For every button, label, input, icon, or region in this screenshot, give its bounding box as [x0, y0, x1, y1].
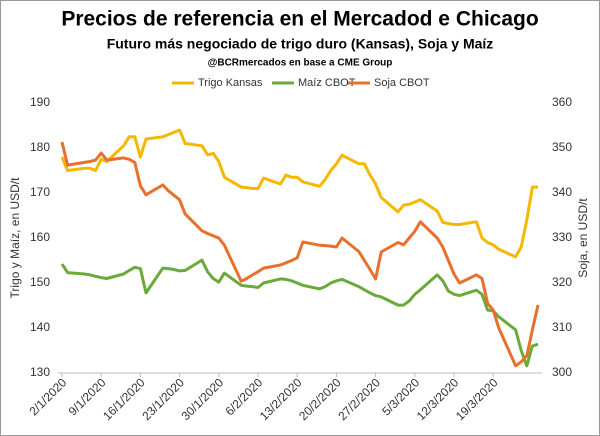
y-tick-label: 170	[30, 185, 50, 199]
y2-tick-label: 340	[552, 185, 572, 199]
chart-title: Precios de referencia en el Mercadod e C…	[61, 8, 538, 31]
y-tick-label: 180	[30, 140, 50, 154]
y-tick-label: 150	[30, 275, 50, 289]
legend-label: Trigo Kansas	[198, 77, 263, 89]
chart-subtitle: Futuro más negociado de trigo duro (Kans…	[107, 36, 494, 52]
y2-tick-label: 360	[552, 95, 572, 109]
y-axis-title: Trigo y Maíz, en USD/t	[8, 177, 22, 299]
chart-source: @BCRmercados en base a CME Group	[208, 58, 393, 69]
y-tick-label: 190	[30, 95, 50, 109]
y2-tick-label: 320	[552, 275, 572, 289]
y2-axis-title: Soja, en USD/t	[576, 198, 590, 278]
y-tick-label: 140	[30, 320, 50, 334]
y-tick-label: 130	[30, 365, 50, 379]
legend-label: Maíz CBOT	[298, 77, 356, 89]
series-line	[60, 128, 538, 259]
y2-tick-label: 300	[552, 365, 572, 379]
y-tick-label: 160	[30, 230, 50, 244]
series-line	[60, 141, 540, 368]
y2-tick-label: 330	[552, 230, 572, 244]
legend-label: Soja CBOT	[374, 77, 430, 89]
y2-tick-label: 310	[552, 320, 572, 334]
y2-tick-label: 350	[552, 140, 572, 154]
series-line	[60, 258, 539, 368]
